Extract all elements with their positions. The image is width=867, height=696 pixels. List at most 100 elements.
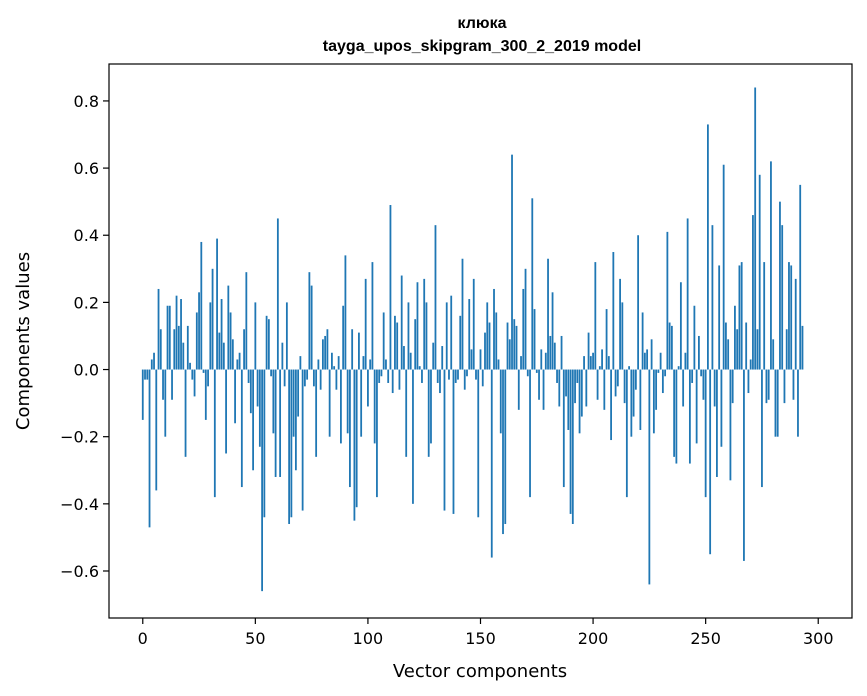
x-tick-label: 50 [245, 629, 265, 648]
bar [466, 369, 468, 377]
bar [801, 325, 804, 370]
bar [515, 325, 518, 370]
bar [315, 369, 318, 457]
bar [405, 369, 408, 457]
bar [731, 369, 734, 404]
chart-subtitle: tayga_upos_skipgram_300_2_2019 model [323, 38, 641, 55]
bar [542, 369, 545, 410]
bar [711, 225, 714, 370]
bar [592, 352, 594, 370]
bar [265, 315, 268, 370]
bar [254, 302, 257, 370]
bar [202, 369, 205, 373]
bar [240, 369, 243, 488]
bar [436, 369, 439, 383]
bar [367, 369, 369, 407]
bar [585, 369, 588, 407]
bar [297, 369, 300, 417]
bar [195, 312, 198, 370]
bar [745, 322, 748, 370]
bar [776, 369, 779, 437]
y-tick-label: −0.2 [60, 428, 99, 447]
bar [186, 325, 189, 370]
bar [162, 369, 164, 400]
bar [522, 288, 525, 370]
bar [484, 332, 486, 370]
bar [321, 339, 324, 370]
bar [294, 369, 297, 471]
bar [472, 278, 475, 370]
bar [403, 346, 405, 370]
y-tick-label: 0.4 [74, 226, 99, 245]
bar [688, 369, 691, 464]
bar [457, 369, 459, 380]
bar [398, 369, 401, 390]
bar [486, 302, 489, 370]
bar [416, 282, 419, 370]
bar [445, 302, 448, 370]
y-tick-label: 0.0 [74, 361, 99, 380]
bar [229, 312, 232, 370]
bar [461, 258, 464, 370]
bar [797, 369, 799, 437]
bar [544, 352, 547, 370]
bar [601, 349, 603, 370]
bar [274, 369, 277, 477]
bar [439, 369, 441, 394]
bar [387, 369, 390, 383]
bar [184, 369, 187, 457]
bar [220, 299, 223, 370]
bar [346, 369, 349, 434]
bar [432, 342, 435, 370]
bar [725, 322, 727, 370]
bar [358, 332, 360, 370]
bar [414, 319, 417, 370]
bar [571, 369, 574, 524]
bar [686, 218, 689, 370]
bar [729, 369, 732, 481]
bar [409, 352, 412, 370]
bar [718, 265, 721, 370]
bar [614, 369, 617, 397]
bar [443, 369, 446, 511]
bar [499, 369, 502, 434]
bar [657, 369, 660, 373]
bar [380, 369, 383, 377]
bar [308, 272, 311, 370]
bar [292, 369, 295, 437]
bar [612, 252, 615, 370]
bar [335, 369, 338, 390]
bar [373, 369, 376, 444]
bar [144, 369, 146, 380]
bar [767, 369, 770, 400]
bar [783, 369, 786, 404]
bar [677, 366, 680, 370]
bar [441, 346, 444, 370]
bar [150, 359, 153, 370]
bar [342, 305, 345, 370]
bar [391, 369, 394, 394]
bar [713, 369, 716, 407]
bar [349, 369, 351, 488]
bar [603, 369, 606, 410]
chart-title: клюка [458, 15, 507, 32]
bar [646, 349, 649, 370]
x-tick-label: 150 [465, 629, 496, 648]
bar [734, 305, 736, 370]
bar [668, 322, 671, 370]
bar [177, 325, 180, 370]
bar [738, 265, 741, 370]
bar [513, 319, 516, 370]
bar [553, 342, 556, 370]
bar [549, 335, 552, 370]
bar [425, 302, 428, 370]
bar [504, 369, 507, 524]
bar [450, 295, 453, 370]
bar [763, 262, 766, 370]
bar [168, 305, 171, 370]
bar [531, 198, 534, 370]
bar [648, 369, 651, 585]
bar [245, 272, 248, 370]
bar [770, 161, 772, 370]
bar [720, 369, 723, 447]
